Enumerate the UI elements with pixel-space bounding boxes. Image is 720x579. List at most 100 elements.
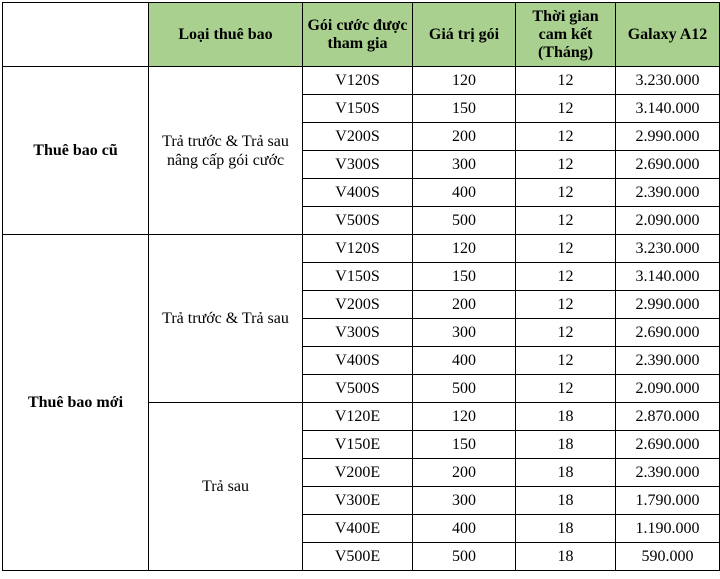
package-cell: V120E <box>302 402 413 431</box>
device-price-cell: 3.140.000 <box>615 262 720 291</box>
package-cell: V400S <box>302 346 413 375</box>
device-price-cell: 2.690.000 <box>615 430 720 459</box>
package-cell: V200E <box>302 458 413 487</box>
table-row: V200E 200 18 2.390.000 <box>3 458 720 487</box>
package-cell: V400S <box>302 178 413 207</box>
device-price-cell: 2.990.000 <box>615 290 720 319</box>
header-package: Gói cước được tham gia <box>302 2 413 67</box>
commitment-months-cell: 18 <box>515 542 616 571</box>
header-row: Loại thuê bao Gói cước được tham gia Giá… <box>2 2 720 67</box>
device-price-cell: 3.140.000 <box>615 94 720 123</box>
device-price-cell: 2.390.000 <box>615 346 720 375</box>
package-cell: V150E <box>302 430 413 459</box>
package-cell: V300S <box>302 150 413 179</box>
package-value-cell: 200 <box>412 290 516 319</box>
table-row: Thuê bao mới Trả trước & Trả sau V120S 120 1… <box>2 234 720 571</box>
device-price-cell: 3.230.000 <box>615 66 720 95</box>
table-row: V150S 150 12 3.140.000 <box>3 94 720 123</box>
commitment-months-cell: 12 <box>515 206 616 235</box>
package-cell: V120S <box>302 234 413 263</box>
device-price-cell: 590.000 <box>615 542 720 571</box>
header-galaxy-a12-price: Galaxy A12 <box>615 2 720 67</box>
device-price-cell: 2.690.000 <box>615 150 720 179</box>
package-cell: V150S <box>302 262 413 291</box>
table-row: Trả sau V120E 120 18 2.870.000 <box>3 402 720 571</box>
package-value-cell: 300 <box>412 318 516 347</box>
commitment-months-cell: 12 <box>515 374 616 403</box>
commitment-months-cell: 12 <box>515 290 616 319</box>
commitment-months-cell: 18 <box>515 514 616 543</box>
package-cell: V500E <box>302 542 413 571</box>
table-row: V500E 500 18 590.000 <box>3 542 720 571</box>
package-value-cell: 120 <box>412 234 516 263</box>
package-value-cell: 300 <box>412 150 516 179</box>
table-row: V300E 300 18 1.790.000 <box>3 486 720 515</box>
device-price-cell: 1.190.000 <box>615 514 720 543</box>
commitment-months-cell: 18 <box>515 402 616 431</box>
package-value-cell: 500 <box>412 206 516 235</box>
commitment-months-cell: 12 <box>515 122 616 151</box>
package-cell: V120S <box>302 66 413 95</box>
commitment-months-cell: 12 <box>515 318 616 347</box>
commitment-months-cell: 18 <box>515 458 616 487</box>
package-value-cell: 500 <box>412 542 516 571</box>
package-cell: V200S <box>302 122 413 151</box>
commitment-months-cell: 12 <box>515 66 616 95</box>
device-price-cell: 1.790.000 <box>615 486 720 515</box>
package-cell: V300S <box>302 318 413 347</box>
pricing-table: Loại thuê bao Gói cước được tham gia Giá… <box>2 2 720 571</box>
table-row: V300S 300 12 2.690.000 <box>3 318 720 347</box>
package-cell: V300E <box>302 486 413 515</box>
package-value-cell: 200 <box>412 122 516 151</box>
package-value-cell: 150 <box>412 262 516 291</box>
subscriber-type-label: Trả sau <box>148 402 303 571</box>
commitment-months-cell: 12 <box>515 178 616 207</box>
commitment-months-cell: 12 <box>515 94 616 123</box>
package-value-cell: 400 <box>412 346 516 375</box>
package-value-cell: 400 <box>412 178 516 207</box>
device-price-cell: 2.390.000 <box>615 178 720 207</box>
package-value-cell: 500 <box>412 374 516 403</box>
commitment-months-cell: 12 <box>515 234 616 263</box>
header-commitment-months: Thời gian cam kết (Tháng) <box>515 2 616 67</box>
table-row: Thuê bao cũ Trả trước & Trả sau nâng cấp … <box>2 66 720 235</box>
commitment-months-cell: 12 <box>515 262 616 291</box>
commitment-months-cell: 18 <box>515 486 616 515</box>
device-price-cell: 2.690.000 <box>615 318 720 347</box>
subscriber-type-label: Trả trước & Trả sau <box>148 234 303 403</box>
device-price-cell: 2.390.000 <box>615 458 720 487</box>
table-row: V300S 300 12 2.690.000 <box>3 150 720 179</box>
table-row: V500S 500 12 2.090.000 <box>3 206 720 235</box>
device-price-cell: 2.090.000 <box>615 206 720 235</box>
device-price-cell: 2.870.000 <box>615 402 720 431</box>
commitment-months-cell: 18 <box>515 430 616 459</box>
device-price-cell: 3.230.000 <box>615 234 720 263</box>
table-row: V200S 200 12 2.990.000 <box>3 290 720 319</box>
table-row: V400S 400 12 2.390.000 <box>3 178 720 207</box>
package-value-cell: 120 <box>412 402 516 431</box>
table-row: V150S 150 12 3.140.000 <box>3 262 720 291</box>
table-body: Thuê bao cũ Trả trước & Trả sau nâng cấp … <box>2 66 720 571</box>
package-cell: V200S <box>302 290 413 319</box>
package-value-cell: 120 <box>412 66 516 95</box>
package-cell: V500S <box>302 206 413 235</box>
header-package-value: Giá trị gói <box>412 2 516 67</box>
header-subscriber-type: Loại thuê bao <box>148 2 303 67</box>
table-row: V200S 200 12 2.990.000 <box>3 122 720 151</box>
package-value-cell: 300 <box>412 486 516 515</box>
package-cell: V150S <box>302 94 413 123</box>
package-cell: V400E <box>302 514 413 543</box>
commitment-months-cell: 12 <box>515 346 616 375</box>
package-value-cell: 150 <box>412 94 516 123</box>
subscriber-type-label: Trả trước & Trả sau nâng cấp gói cước <box>148 66 303 235</box>
subscriber-group-label: Thuê bao mới <box>2 234 149 571</box>
table-row: V150E 150 18 2.690.000 <box>3 430 720 459</box>
header-corner-cell <box>2 2 149 67</box>
package-value-cell: 400 <box>412 514 516 543</box>
package-cell: V500S <box>302 374 413 403</box>
device-price-cell: 2.990.000 <box>615 122 720 151</box>
commitment-months-cell: 12 <box>515 150 616 179</box>
package-value-cell: 150 <box>412 430 516 459</box>
table-row: V400E 400 18 1.190.000 <box>3 514 720 543</box>
subscriber-group-label: Thuê bao cũ <box>2 66 149 235</box>
